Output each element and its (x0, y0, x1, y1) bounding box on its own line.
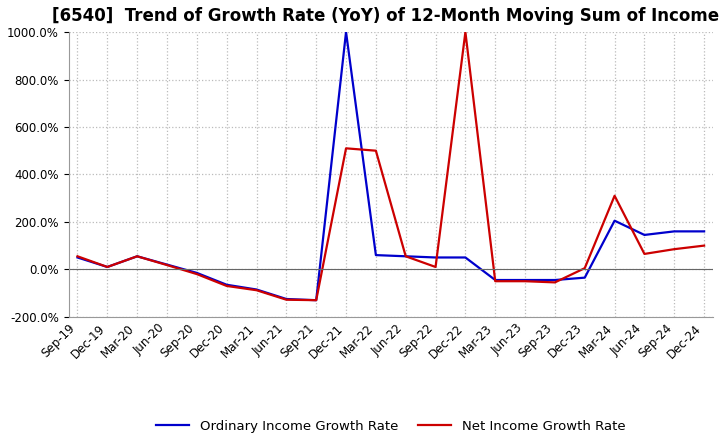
Net Income Growth Rate (312, 297, 320, 303)
Net Income Growth Rate (461, 29, 469, 35)
Ordinary Income Growth Rate (461, 255, 469, 260)
Ordinary Income Growth Rate (431, 255, 440, 260)
Ordinary Income Growth Rate (640, 232, 649, 238)
Title: [6540]  Trend of Growth Rate (YoY) of 12-Month Moving Sum of Incomes: [6540] Trend of Growth Rate (YoY) of 12-… (53, 7, 720, 25)
Net Income Growth Rate (372, 148, 380, 153)
Net Income Growth Rate (282, 297, 291, 302)
Ordinary Income Growth Rate (103, 264, 112, 270)
Legend: Ordinary Income Growth Rate, Net Income Growth Rate: Ordinary Income Growth Rate, Net Income … (151, 414, 631, 438)
Ordinary Income Growth Rate (312, 297, 320, 303)
Net Income Growth Rate (700, 243, 708, 248)
Ordinary Income Growth Rate (282, 297, 291, 302)
Ordinary Income Growth Rate (700, 229, 708, 234)
Net Income Growth Rate (431, 264, 440, 270)
Net Income Growth Rate (640, 251, 649, 257)
Net Income Growth Rate (252, 288, 261, 293)
Ordinary Income Growth Rate (372, 253, 380, 258)
Ordinary Income Growth Rate (222, 282, 231, 287)
Ordinary Income Growth Rate (252, 287, 261, 292)
Line: Ordinary Income Growth Rate: Ordinary Income Growth Rate (78, 32, 704, 300)
Line: Net Income Growth Rate: Net Income Growth Rate (78, 32, 704, 300)
Net Income Growth Rate (401, 253, 410, 259)
Net Income Growth Rate (133, 253, 142, 259)
Net Income Growth Rate (192, 271, 201, 277)
Ordinary Income Growth Rate (670, 229, 678, 234)
Net Income Growth Rate (670, 246, 678, 252)
Ordinary Income Growth Rate (580, 275, 589, 280)
Net Income Growth Rate (521, 279, 529, 284)
Ordinary Income Growth Rate (133, 253, 142, 259)
Net Income Growth Rate (222, 283, 231, 289)
Net Income Growth Rate (163, 262, 171, 268)
Net Income Growth Rate (342, 146, 351, 151)
Ordinary Income Growth Rate (401, 253, 410, 259)
Ordinary Income Growth Rate (521, 277, 529, 282)
Net Income Growth Rate (103, 264, 112, 270)
Ordinary Income Growth Rate (192, 270, 201, 275)
Net Income Growth Rate (551, 280, 559, 285)
Net Income Growth Rate (73, 253, 82, 259)
Net Income Growth Rate (580, 265, 589, 271)
Ordinary Income Growth Rate (163, 262, 171, 267)
Ordinary Income Growth Rate (73, 255, 82, 260)
Ordinary Income Growth Rate (551, 277, 559, 282)
Net Income Growth Rate (611, 193, 619, 198)
Ordinary Income Growth Rate (491, 277, 500, 282)
Net Income Growth Rate (491, 279, 500, 284)
Ordinary Income Growth Rate (611, 218, 619, 224)
Ordinary Income Growth Rate (342, 29, 351, 35)
